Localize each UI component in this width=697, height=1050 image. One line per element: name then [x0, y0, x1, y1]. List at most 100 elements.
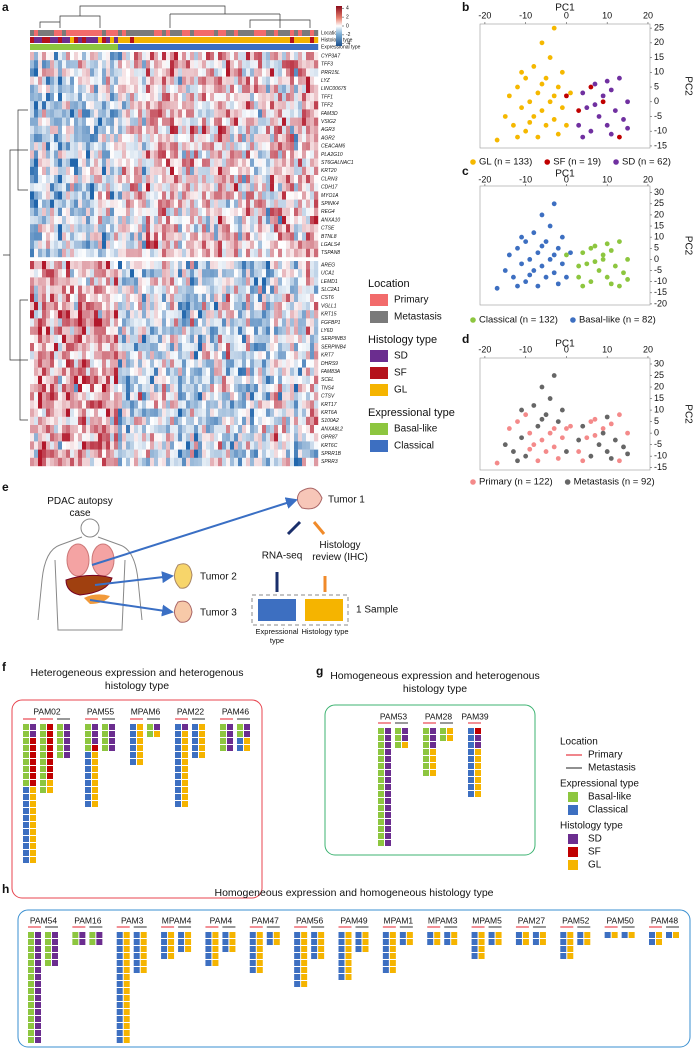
histology-square [345, 974, 352, 980]
heatmap-cell [126, 392, 131, 401]
heatmap-cell [146, 216, 151, 225]
heatmap-cell [250, 93, 255, 102]
heatmap-cell [210, 302, 215, 311]
heatmap-cell [106, 326, 111, 335]
heatmap-cell [122, 449, 127, 458]
heatmap-cell [174, 109, 179, 118]
histology-square [30, 745, 36, 751]
heatmap-cell [302, 359, 307, 368]
heatmap-cell [126, 216, 131, 225]
heatmap-cell [90, 261, 95, 270]
data-point [547, 99, 553, 105]
data-point [621, 117, 626, 122]
heatmap-cell [310, 326, 315, 335]
heatmap-cell [230, 416, 235, 426]
heatmap-cell [98, 166, 103, 176]
heatmap-cell [62, 125, 67, 135]
heatmap-cell [98, 334, 103, 344]
histology-annotation [102, 37, 107, 43]
heatmap-cell [178, 191, 183, 200]
heatmap-cell [238, 101, 243, 110]
y-axis-title: PC2 [682, 404, 693, 424]
tumor-label: Tumor 1 [328, 495, 365, 506]
heatmap-cell [94, 384, 99, 393]
heatmap-cell [30, 449, 35, 458]
expression-annotation [242, 44, 247, 50]
heatmap-cell [242, 166, 247, 176]
heatmap-cell [106, 158, 111, 167]
heatmap-cell [166, 117, 171, 126]
heatmap-cell [218, 191, 223, 200]
heatmap-cell [154, 134, 159, 143]
y-tick-label: 10 [654, 404, 664, 414]
histology-square [495, 939, 502, 945]
heatmap-cell [38, 433, 43, 442]
heatmap-cell [78, 425, 83, 434]
histology-square [47, 752, 53, 758]
heatmap-cell [206, 441, 211, 450]
heatmap-cell [262, 293, 267, 303]
heatmap-cell [78, 351, 83, 360]
heatmap-cell [58, 351, 63, 360]
data-point [527, 119, 533, 125]
heatmap-cell [34, 240, 39, 249]
heatmap-cell [38, 302, 43, 311]
location-annotation [114, 30, 119, 36]
data-point [604, 274, 610, 280]
case-name: PAM56 [296, 915, 324, 925]
histology-annotation [238, 37, 243, 43]
legend-label: SD [394, 351, 408, 362]
heatmap-cell [170, 334, 175, 344]
heatmap-cell [310, 109, 315, 118]
heatmap-cell [74, 449, 79, 458]
heatmap-cell [178, 101, 183, 110]
heatmap-cell [66, 392, 71, 401]
heatmap-cell [250, 60, 255, 69]
heatmap-cell [66, 334, 71, 344]
heatmap-cell [230, 117, 235, 126]
heatmap-cell [58, 199, 63, 208]
heatmap-cell [82, 433, 87, 442]
gene-label: CTSV [321, 394, 335, 400]
heatmap-cell [74, 285, 79, 294]
heatmap-cell [242, 216, 247, 225]
heatmap-cell [82, 117, 87, 126]
heatmap-cell [58, 76, 63, 85]
expression-annotation [214, 44, 219, 50]
heatmap-cell [138, 326, 143, 335]
expression-annotation [270, 44, 275, 50]
heatmap-cell [118, 375, 123, 385]
heatmap-cell [142, 351, 147, 360]
heatmap-cell [246, 183, 251, 192]
heatmap-cell [242, 150, 247, 159]
heatmap-cell [274, 109, 279, 118]
heatmap-cell [194, 76, 199, 85]
heatmap-cell [46, 302, 51, 311]
heatmap-cell [146, 457, 151, 467]
heatmap-cell [202, 109, 207, 118]
expression-swatch [258, 599, 296, 621]
heatmap-cell [286, 117, 291, 126]
heatmap-cell [98, 216, 103, 225]
heatmap-cell [234, 134, 239, 143]
heatmap-cell [262, 400, 267, 409]
heatmap-cell [138, 334, 143, 344]
heatmap-cell [194, 183, 199, 192]
legend-label: SF [394, 368, 407, 379]
heatmap-cell [42, 285, 47, 294]
heatmap-cell [294, 293, 299, 303]
histology-square [35, 974, 41, 980]
heatmap-cell [218, 76, 223, 85]
heatmap-cell [90, 117, 95, 126]
heatmap-cell [210, 318, 215, 327]
heatmap-cell [298, 269, 303, 278]
heatmap-cell [306, 232, 311, 241]
heatmap-cell [314, 101, 319, 110]
heatmap-cell [154, 425, 159, 434]
heatmap-cell [130, 76, 135, 85]
gene-label: SLC2A1 [321, 287, 340, 293]
heatmap-cell [34, 433, 39, 442]
heatmap-cell [294, 84, 299, 94]
y-tick-label: -5 [654, 111, 662, 121]
heatmap-cell [214, 269, 219, 278]
